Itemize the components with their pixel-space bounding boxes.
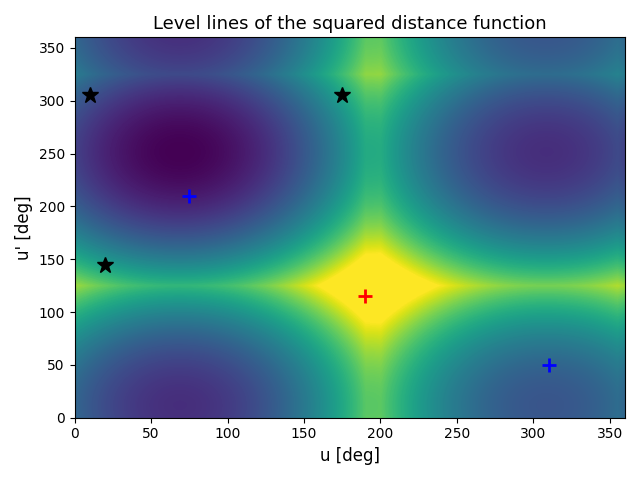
Y-axis label: u' [deg]: u' [deg]: [15, 195, 33, 260]
Title: Level lines of the squared distance function: Level lines of the squared distance func…: [153, 15, 547, 33]
X-axis label: u [deg]: u [deg]: [320, 447, 380, 465]
